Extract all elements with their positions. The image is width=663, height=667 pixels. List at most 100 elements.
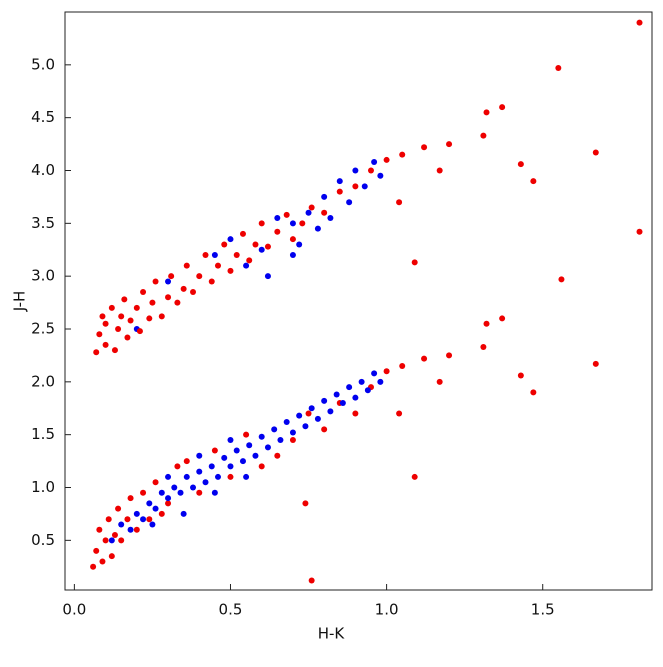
point [227, 267, 234, 274]
point [530, 178, 537, 185]
point [93, 349, 100, 356]
point [296, 412, 303, 419]
point [96, 526, 103, 533]
point [264, 273, 271, 280]
point [211, 447, 218, 454]
point [421, 144, 428, 151]
point [243, 473, 250, 480]
point [314, 225, 321, 232]
point [558, 276, 565, 283]
point [158, 489, 165, 496]
point [246, 257, 253, 264]
point [252, 241, 259, 248]
point [289, 429, 296, 436]
point [371, 159, 378, 166]
point [133, 526, 140, 533]
point [364, 387, 371, 394]
point [190, 484, 197, 491]
point [165, 500, 172, 507]
point [180, 285, 187, 292]
point [321, 193, 328, 200]
point [146, 500, 153, 507]
point [108, 304, 115, 311]
point [483, 320, 490, 327]
point [196, 273, 203, 280]
point [302, 500, 309, 507]
point [208, 463, 215, 470]
point [446, 352, 453, 359]
point [196, 468, 203, 475]
point [93, 547, 100, 554]
point [140, 516, 147, 523]
point [361, 183, 368, 190]
point [592, 149, 599, 156]
point [305, 410, 312, 417]
point [183, 262, 190, 269]
point [174, 299, 181, 306]
point [177, 489, 184, 496]
point [289, 436, 296, 443]
point [127, 526, 134, 533]
point [399, 362, 406, 369]
point [165, 278, 172, 285]
point [127, 495, 134, 502]
point [108, 537, 115, 544]
point [258, 246, 265, 253]
x-tick-label: 0.5 [219, 601, 243, 619]
x-tick-label: 1.0 [375, 601, 399, 619]
point [174, 463, 181, 470]
y-tick-label: 4.5 [31, 108, 55, 126]
y-tick-label: 5.0 [31, 55, 55, 73]
x-tick-label: 1.5 [531, 601, 555, 619]
point [243, 431, 250, 438]
point [233, 252, 240, 259]
point [124, 516, 131, 523]
point [283, 211, 290, 218]
y-tick-label: 3.0 [31, 267, 55, 285]
point [196, 452, 203, 459]
point [90, 563, 97, 570]
point [308, 204, 315, 211]
point [258, 220, 265, 227]
y-tick-label: 1.0 [31, 478, 55, 496]
point [227, 236, 234, 243]
point [108, 553, 115, 560]
point [149, 299, 156, 306]
point [289, 220, 296, 227]
point [264, 243, 271, 250]
point [308, 577, 315, 584]
x-axis-label: H-K [318, 625, 346, 643]
point [252, 452, 259, 459]
point [243, 262, 250, 269]
point [152, 505, 159, 512]
point [211, 252, 218, 259]
point [99, 558, 106, 565]
point [396, 410, 403, 417]
point [152, 278, 159, 285]
point [146, 516, 153, 523]
point [399, 151, 406, 158]
point [411, 259, 418, 266]
point [146, 315, 153, 322]
point [436, 378, 443, 385]
point [377, 172, 384, 179]
point [202, 252, 209, 259]
point [299, 220, 306, 227]
point [221, 454, 228, 461]
point [289, 236, 296, 243]
point [168, 273, 175, 280]
point [246, 442, 253, 449]
y-tick-label: 2.5 [31, 320, 55, 338]
point [96, 331, 103, 338]
point [411, 473, 418, 480]
point [133, 510, 140, 517]
point [115, 505, 122, 512]
point [271, 426, 278, 433]
point [636, 228, 643, 235]
y-tick-label: 3.5 [31, 214, 55, 232]
point [111, 532, 118, 539]
point [289, 252, 296, 259]
point [208, 278, 215, 285]
point [140, 489, 147, 496]
point [336, 188, 343, 195]
